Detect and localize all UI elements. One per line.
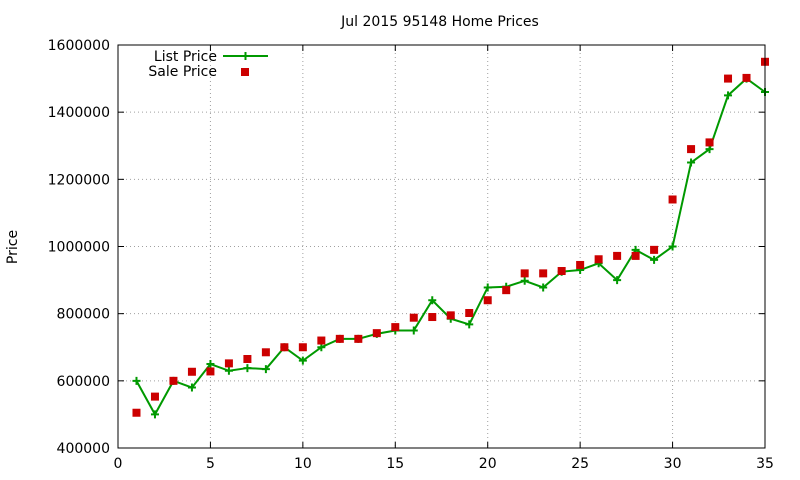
- list-price-point: [483, 283, 492, 292]
- sale-price-point: [150, 392, 159, 401]
- sale-price-point: [576, 260, 585, 269]
- sale-price-point: [668, 195, 677, 204]
- sale-price-point: [483, 296, 492, 305]
- list-price-point: [261, 365, 270, 374]
- sale-price-point: [354, 334, 363, 343]
- sale-price-point: [446, 311, 455, 320]
- list-price-point: [150, 410, 159, 419]
- list-price-point: [298, 356, 307, 365]
- legend-marker-list-price: [241, 52, 250, 60]
- y-tick-label: 1600000: [48, 38, 110, 54]
- sale-price-point: [520, 269, 529, 278]
- sale-price-point: [594, 255, 603, 264]
- sale-price-point: [724, 74, 733, 83]
- sale-price-point: [705, 138, 714, 147]
- y-axis-label: Price: [5, 230, 21, 264]
- sale-price-point: [428, 313, 437, 322]
- list-price-point: [613, 276, 622, 285]
- x-tick-label: 10: [294, 456, 312, 472]
- sale-price-point: [317, 336, 326, 345]
- list-price-point: [317, 343, 326, 352]
- sale-price-point: [169, 376, 178, 385]
- list-price-point: [187, 383, 196, 392]
- chart-title: Jul 2015 95148 Home Prices: [340, 14, 539, 30]
- sale-price-point: [298, 343, 307, 352]
- x-tick-label: 25: [571, 456, 589, 472]
- list-price-point: [206, 360, 215, 369]
- sale-price-point: [391, 323, 400, 332]
- x-tick-label: 5: [206, 456, 215, 472]
- y-tick-label: 1400000: [48, 105, 110, 121]
- sale-price-point: [243, 355, 252, 364]
- sale-price-point: [132, 408, 141, 417]
- list-price-point: [539, 283, 548, 292]
- list-price-point: [132, 376, 141, 385]
- legend-swatch-sale-price: [241, 68, 249, 76]
- sale-price-point: [687, 145, 696, 154]
- sale-price-point: [465, 308, 474, 317]
- sale-price-point: [372, 329, 381, 338]
- list-price-point: [224, 366, 233, 375]
- sale-price-point: [335, 334, 344, 343]
- sale-price-point: [539, 269, 548, 278]
- legend-label-list-price: List Price: [154, 49, 217, 65]
- sale-price-point: [650, 245, 659, 254]
- x-tick-label: 35: [756, 456, 774, 472]
- sale-price-point: [409, 313, 418, 322]
- sale-price-point: [280, 343, 289, 352]
- series-layer: [132, 57, 769, 419]
- list-price-point: [465, 320, 474, 329]
- list-price-point: [650, 255, 659, 264]
- grid: [118, 45, 765, 448]
- sale-price-point: [206, 367, 215, 376]
- list-price-point: [705, 145, 714, 154]
- axis-ticks: 0 5 10 15 20 25 30 35 400000 600000 800000 1000000 1…: [48, 38, 774, 472]
- list-price-point: [409, 326, 418, 335]
- x-tick-label: 0: [114, 456, 123, 472]
- x-tick-label: 15: [386, 456, 404, 472]
- plot-frame: [117, 44, 766, 449]
- y-tick-label: 400000: [57, 441, 110, 457]
- sale-price-point: [613, 251, 622, 260]
- y-tick-label: 1000000: [48, 240, 110, 256]
- x-tick-label: 20: [479, 456, 497, 472]
- list-price-point: [687, 158, 696, 167]
- list-price-point: [724, 91, 733, 100]
- y-tick-label: 600000: [57, 374, 110, 390]
- y-tick-label: 800000: [57, 307, 110, 323]
- list-price-point: [520, 276, 529, 285]
- legend-label-sale-price: Sale Price: [148, 64, 217, 80]
- y-tick-label: 1200000: [48, 172, 110, 188]
- sale-price-point: [557, 267, 566, 276]
- list-price-point: [243, 364, 252, 373]
- list-price-point: [668, 242, 677, 251]
- sale-price-point: [742, 73, 751, 82]
- sale-price-point: [631, 251, 640, 260]
- sale-price-point: [224, 359, 233, 368]
- list-price-point: [428, 296, 437, 305]
- x-tick-label: 30: [664, 456, 682, 472]
- sale-price-point: [261, 348, 270, 357]
- sale-price-point: [187, 367, 196, 376]
- sale-price-point: [502, 286, 511, 295]
